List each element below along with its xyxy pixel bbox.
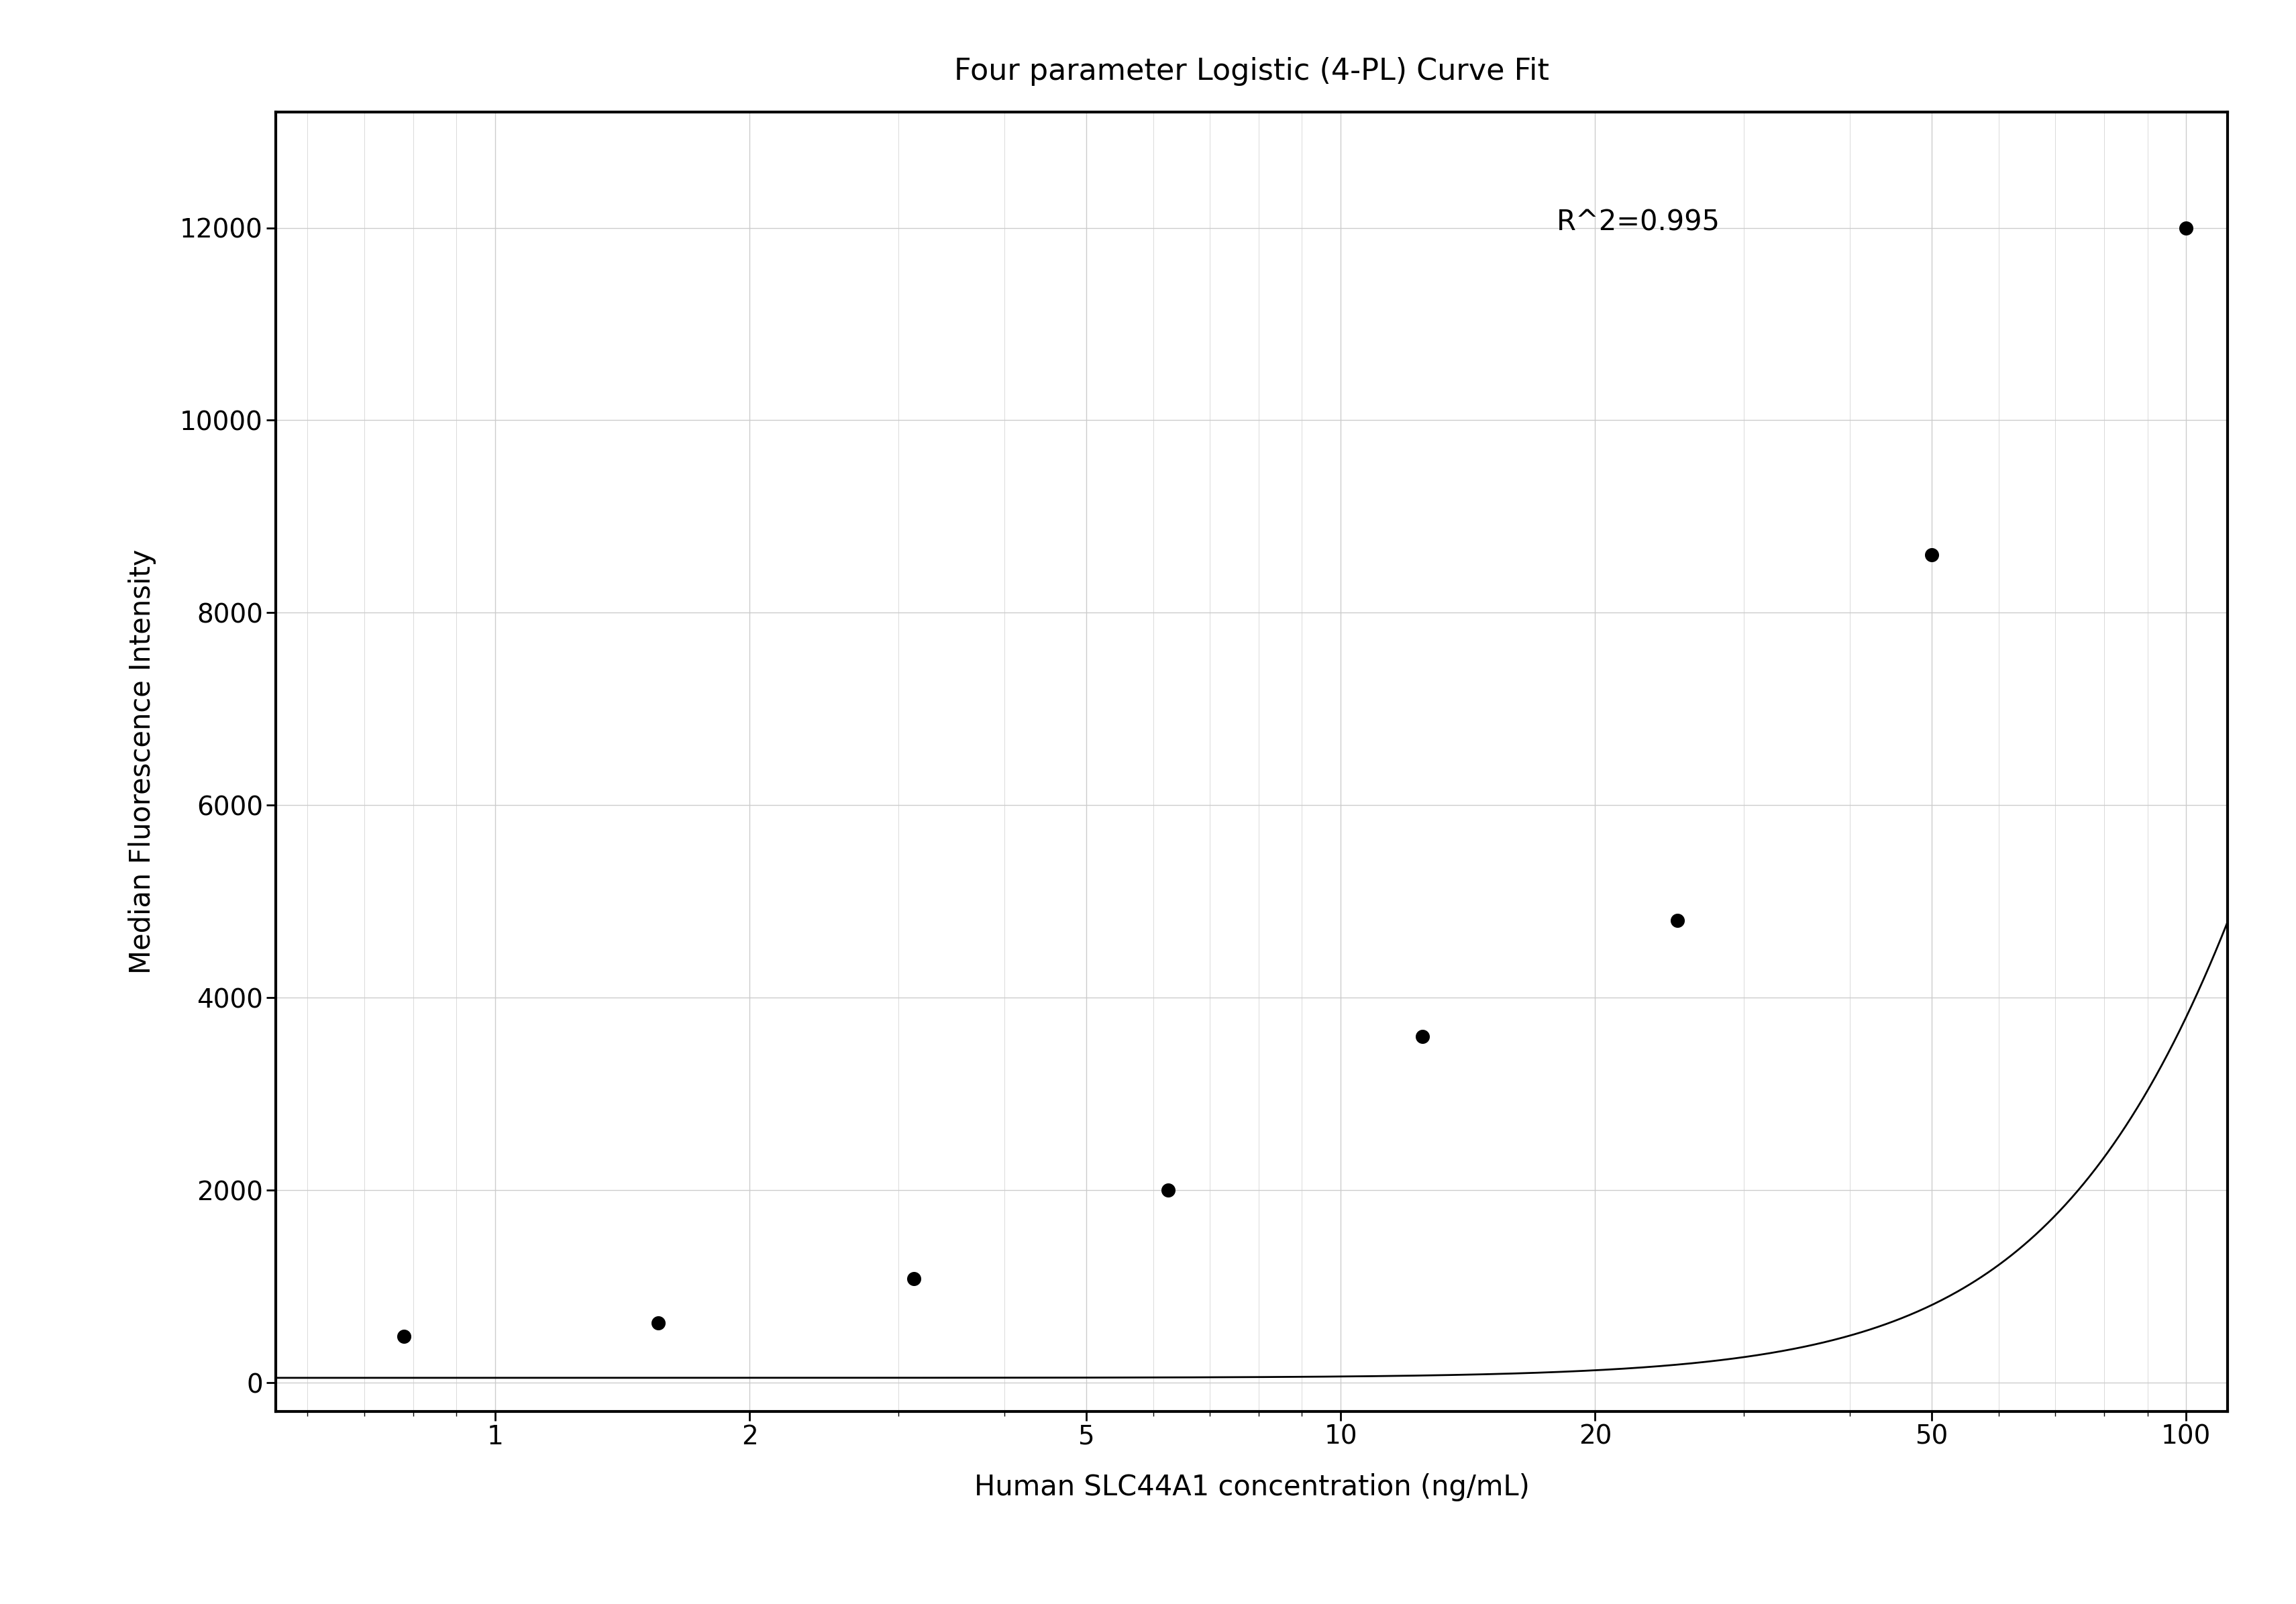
Point [2167, 215, 2204, 241]
X-axis label: Human SLC44A1 concentration (ng/mL): Human SLC44A1 concentration (ng/mL) [974, 1472, 1529, 1501]
Title: Four parameter Logistic (4-PL) Curve Fit: Four parameter Logistic (4-PL) Curve Fit [953, 56, 1550, 85]
Y-axis label: Median Fluorescence Intensity: Median Fluorescence Intensity [129, 550, 156, 974]
Point [1403, 1023, 1440, 1049]
Point [386, 1323, 422, 1349]
Point [1658, 908, 1694, 934]
Point [895, 1266, 932, 1291]
Point [641, 1310, 677, 1336]
Point [1150, 1177, 1187, 1203]
Text: R^2=0.995: R^2=0.995 [1557, 209, 1720, 237]
Point [1913, 542, 1949, 568]
